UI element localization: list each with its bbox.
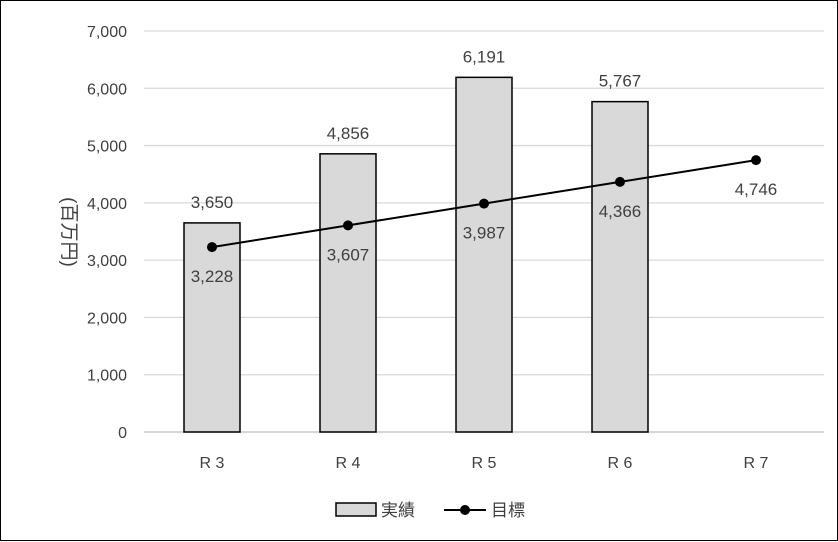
x-tick-label: R 5	[472, 455, 497, 472]
x-axis-ticks: R 3 R 4 R 5 R 6 R 7	[200, 455, 769, 472]
line-data-label: 4,746	[735, 180, 778, 199]
x-tick-label: R 4	[336, 455, 361, 472]
y-tick-label: 3,000	[87, 253, 127, 270]
line-data-label: 4,366	[599, 202, 642, 221]
bar	[319, 153, 377, 433]
line-series	[207, 155, 761, 253]
x-tick-label: R 3	[200, 455, 225, 472]
legend-label: 実績	[381, 501, 415, 520]
line-data-label: 3,228	[191, 267, 234, 286]
line-marker	[343, 220, 353, 231]
x-tick-label: R 7	[744, 455, 769, 472]
line-marker	[479, 198, 489, 209]
bar	[455, 76, 513, 433]
bar	[591, 100, 649, 433]
bar-data-label: 5,767	[599, 72, 642, 91]
x-tick-label: R 6	[608, 455, 633, 472]
legend-label: 目標	[491, 501, 525, 520]
y-tick-label: 4,000	[87, 196, 127, 213]
line-data-label: 3,607	[327, 245, 370, 264]
bar-data-label: 3,650	[191, 193, 234, 212]
y-tick-label: 5,000	[87, 139, 127, 156]
bar-series	[183, 76, 649, 433]
y-axis-ticks: 0 1,000 2,000 3,000 4,000 5,000 6,000 7,000	[87, 24, 127, 442]
bar	[183, 222, 241, 433]
y-tick-label: 7,000	[87, 24, 127, 41]
legend-line-marker	[460, 505, 470, 515]
bar-data-label: 6,191	[463, 47, 506, 66]
legend-bar-swatch	[335, 502, 377, 517]
line-marker	[751, 155, 761, 166]
bar-data-label: 4,856	[327, 124, 370, 143]
y-tick-label: 0	[118, 425, 127, 442]
line-marker	[207, 242, 217, 253]
line-data-label: 3,987	[463, 224, 506, 243]
line-marker	[615, 176, 625, 187]
y-axis-label: (百万円)	[58, 197, 79, 267]
legend: 実績 目標	[335, 501, 525, 520]
y-tick-label: 6,000	[87, 81, 127, 98]
data-labels: 3,650 4,856 6,191 5,767 3,228 3,607 3,987 4,366…	[191, 47, 778, 286]
y-tick-label: 2,000	[87, 310, 127, 327]
y-tick-label: 1,000	[87, 368, 127, 385]
